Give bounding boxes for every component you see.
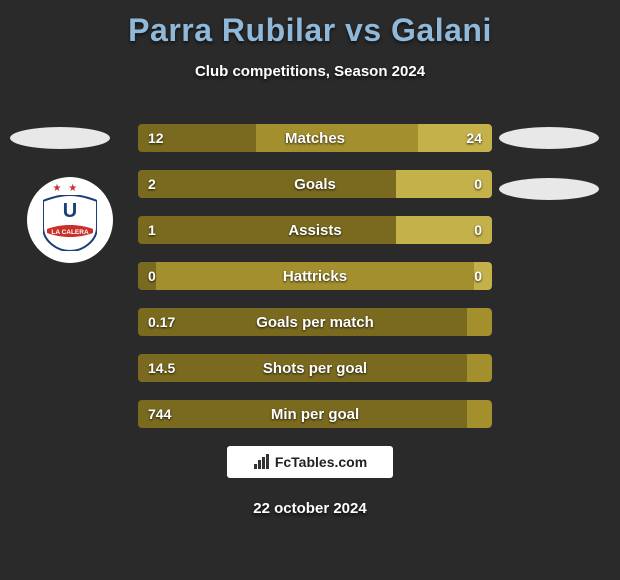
stats-bars: Matches1224Goals20Assists10Hattricks00Go… (138, 124, 492, 446)
bar-label: Goals (138, 170, 492, 198)
bar-value-left: 2 (148, 170, 156, 198)
bar-value-left: 1 (148, 216, 156, 244)
bar-label: Matches (138, 124, 492, 152)
bar-label: Min per goal (138, 400, 492, 428)
page-title: Parra Rubilar vs Galani (0, 0, 620, 49)
bar-value-right: 0 (474, 262, 482, 290)
stat-bar: Hattricks0 0 (138, 262, 492, 290)
club-shield-icon: U LA CALERA (43, 195, 97, 251)
bar-value-left: 12 (148, 124, 164, 152)
player-left-badge (10, 127, 110, 149)
stat-bar: Assists1 0 (138, 216, 492, 244)
svg-text:U: U (63, 200, 77, 222)
bar-value-right: 0 (474, 170, 482, 198)
bar-label: Hattricks (138, 262, 492, 290)
subtitle: Club competitions, Season 2024 (0, 63, 620, 80)
bar-value-right: 24 (466, 124, 482, 152)
bar-label: Assists (138, 216, 492, 244)
bar-value-right: 0 (474, 216, 482, 244)
stat-bar: Min per goal744 (138, 400, 492, 428)
bar-value-left: 0 (148, 262, 156, 290)
bar-label: Goals per match (138, 308, 492, 336)
svg-text:LA CALERA: LA CALERA (51, 229, 89, 236)
stat-bar: Goals per match0.17 (138, 308, 492, 336)
player-right-badge (499, 127, 599, 149)
date-text: 22 october 2024 (0, 500, 620, 517)
stat-bar: Shots per goal14.5 (138, 354, 492, 382)
footer-brand-text: FcTables.com (275, 454, 367, 470)
club-left-logo: ★ ★ ★ U LA CALERA (27, 177, 113, 263)
bar-value-left: 744 (148, 400, 171, 428)
bar-value-left: 0.17 (148, 308, 175, 336)
club-right-badge (499, 178, 599, 200)
stat-bar: Matches12 24 (138, 124, 492, 152)
bar-value-left: 14.5 (148, 354, 175, 382)
footer-brand-logo: FcTables.com (227, 446, 393, 478)
stat-bar: Goals2 0 (138, 170, 492, 198)
bars-chart-icon (253, 454, 271, 470)
bar-label: Shots per goal (138, 354, 492, 382)
